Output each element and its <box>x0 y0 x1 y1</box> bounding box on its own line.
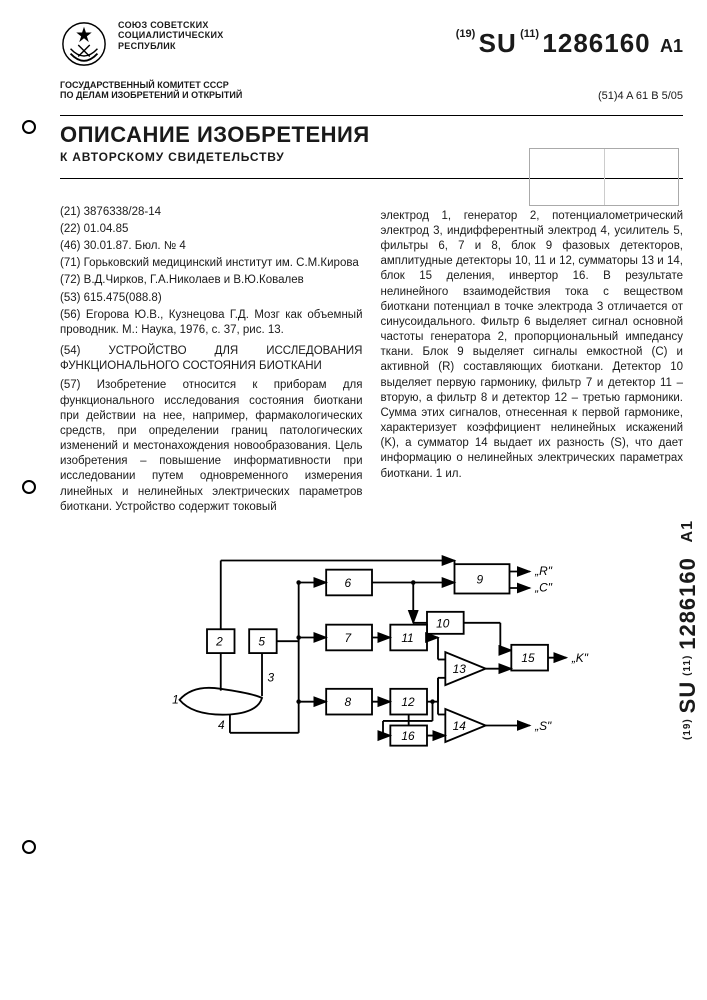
header: СОЮЗ СОВЕТСКИХ СОЦИАЛИСТИЧЕСКИХ РЕСПУБЛИ… <box>60 20 683 68</box>
node-8-label: 8 <box>344 695 351 709</box>
probe-3-label: 3 <box>267 670 274 684</box>
union-title: СОЮЗ СОВЕТСКИХ СОЦИАЛИСТИЧЕСКИХ РЕСПУБЛИ… <box>118 20 224 51</box>
union-line: СОЦИАЛИСТИЧЕСКИХ <box>118 30 224 40</box>
node-6-label: 6 <box>344 576 351 590</box>
right-column: электрод 1, генератор 2, потенциалометри… <box>381 205 684 515</box>
body-columns: (21) 3876338/28-14 (22) 01.04.85 (46) 30… <box>60 205 683 515</box>
side-number: 1286160 <box>675 557 700 650</box>
node-11-label: 11 <box>401 631 413 645</box>
bibliographic-data: (21) 3876338/28-14 (22) 01.04.85 (46) 30… <box>60 205 363 375</box>
registration-stamp <box>529 148 679 206</box>
inid-72: (72) В.Д.Чирков, Г.А.Николаев и В.Ю.Кова… <box>60 273 363 288</box>
probe-4-label: 4 <box>218 718 225 732</box>
block-diagram: 1 3 4 2 5 <box>152 533 592 762</box>
union-line: РЕСПУБЛИК <box>118 41 224 51</box>
left-column: (21) 3876338/28-14 (22) 01.04.85 (46) 30… <box>60 205 363 515</box>
side-publication-number: (19) SU (11) 1286160 A1 <box>675 520 701 740</box>
side-inid-11: (11) <box>682 655 693 676</box>
side-kind: A1 <box>679 520 696 542</box>
doc-number: 1286160 <box>542 28 650 58</box>
output-c: „C" <box>534 581 553 595</box>
output-r: „R" <box>534 564 553 578</box>
union-line: СОЮЗ СОВЕТСКИХ <box>118 20 224 30</box>
node-13-label: 13 <box>452 662 466 676</box>
node-10-label: 10 <box>436 616 450 630</box>
node-2-label: 2 <box>215 635 223 649</box>
side-inid-19: (19) <box>682 718 693 740</box>
committee-line: ГОСУДАРСТВЕННЫЙ КОМИТЕТ СССР <box>60 80 320 90</box>
node-9-label: 9 <box>476 572 483 586</box>
inid-56: (56) Егорова Ю.В., Кузнецова Г.Д. Мозг к… <box>60 308 363 338</box>
inid-54: (54) УСТРОЙСТВО ДЛЯ ИССЛЕДОВАНИЯ ФУНКЦИО… <box>60 344 363 374</box>
country-code: SU <box>479 28 517 58</box>
publication-number: (19) SU (11) 1286160 A1 <box>456 20 683 59</box>
punch-holes <box>18 0 42 787</box>
node-7-label: 7 <box>344 631 351 645</box>
node-1-label: 1 <box>172 692 179 706</box>
output-k: „K" <box>570 651 588 665</box>
inid-21: (21) 3876338/28-14 <box>60 205 363 220</box>
node-16-label: 16 <box>401 729 415 743</box>
divider <box>60 115 683 116</box>
inid-19: (19) <box>456 28 476 40</box>
patent-page: СОЮЗ СОВЕТСКИХ СОЦИАЛИСТИЧЕСКИХ РЕСПУБЛИ… <box>0 0 707 787</box>
inid-11: (11) <box>520 28 539 40</box>
kind-code: A1 <box>660 36 683 56</box>
inid-53: (53) 615.475(088.8) <box>60 291 363 306</box>
ussr-emblem <box>60 20 108 68</box>
inid-71: (71) Горьковский медицинский институт им… <box>60 256 363 271</box>
output-s: „S" <box>534 719 552 733</box>
node-15-label: 15 <box>521 651 535 665</box>
committee-line: ПО ДЕЛАМ ИЗОБРЕТЕНИЙ И ОТКРЫТИЙ <box>60 90 320 100</box>
figure: 1 3 4 2 5 <box>60 533 683 767</box>
abstract-part1: (57) Изобретение относится к приборам дл… <box>60 378 363 515</box>
ipc-classification: (51)4 A 61 B 5/05 <box>598 90 683 102</box>
committee-title: ГОСУДАРСТВЕННЫЙ КОМИТЕТ СССР ПО ДЕЛАМ ИЗ… <box>60 80 320 101</box>
node-14-label: 14 <box>452 719 466 733</box>
node-5-label: 5 <box>258 635 265 649</box>
title-main: ОПИСАНИЕ ИЗОБРЕТЕНИЯ <box>60 122 683 148</box>
inid-22: (22) 01.04.85 <box>60 222 363 237</box>
abstract-part2: электрод 1, генератор 2, потенциалометри… <box>381 209 684 482</box>
node-12-label: 12 <box>401 695 415 709</box>
inid-46: (46) 30.01.87. Бюл. № 4 <box>60 239 363 254</box>
side-country: SU <box>675 681 700 714</box>
